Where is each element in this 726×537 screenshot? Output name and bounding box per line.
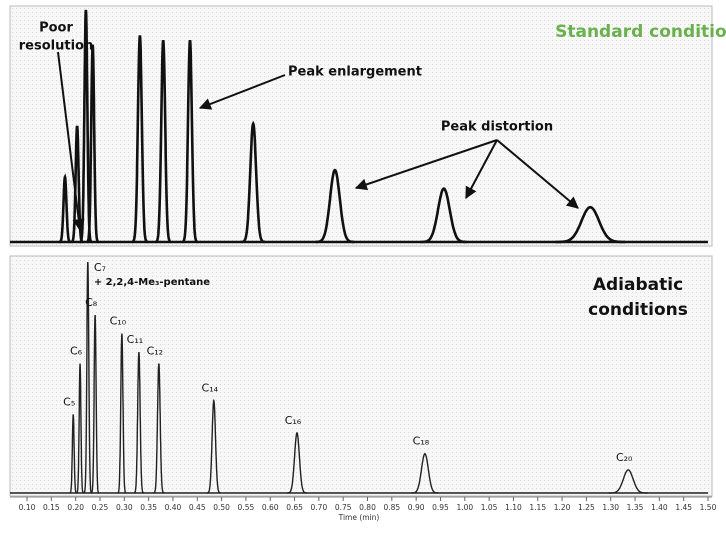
- x-tick-label: 0.20: [67, 503, 84, 512]
- annotation: Poor: [39, 21, 73, 36]
- panel-title: conditions: [588, 300, 688, 320]
- peak-label: C₁₈: [413, 435, 430, 448]
- annotation: Peak distortion: [441, 120, 553, 135]
- panel-title: Standard conditions: [555, 22, 726, 42]
- x-tick-label: 1.15: [529, 503, 546, 512]
- x-tick-label: 0.10: [19, 503, 36, 512]
- x-tick-label: 1.05: [481, 503, 498, 512]
- peak-label: C₇: [94, 261, 106, 274]
- x-tick-label: 1.25: [578, 503, 595, 512]
- peak: [131, 35, 149, 244]
- peak: [287, 431, 307, 494]
- peak: [69, 414, 78, 494]
- peak: [153, 363, 165, 494]
- panel-title: Adiabatic: [593, 275, 683, 295]
- annotation: Peak enlargement: [288, 65, 422, 80]
- x-tick-label: 0.75: [335, 503, 352, 512]
- peak: [133, 352, 145, 494]
- x-tick-label: 0.15: [43, 503, 60, 512]
- x-axis-label: Time (min): [338, 513, 380, 522]
- x-tick-label: 1.45: [675, 503, 692, 512]
- peak: [90, 315, 100, 494]
- peak: [86, 44, 100, 244]
- peak-label: C₂₀: [616, 451, 633, 464]
- peak: [241, 120, 266, 244]
- x-tick-label: 0.80: [359, 503, 376, 512]
- x-tick-label: 0.45: [189, 503, 206, 512]
- x-tick-label: 0.35: [140, 503, 157, 512]
- peak-label: C₁₂: [147, 345, 164, 358]
- peak: [315, 168, 355, 244]
- top-panel: [9, 5, 713, 247]
- peak-label: C₁₄: [202, 382, 219, 395]
- x-tick-label: 1.40: [651, 503, 668, 512]
- annotation: resolution: [19, 39, 93, 54]
- x-tick-label: 0.65: [286, 503, 303, 512]
- x-tick-label: 1.50: [700, 503, 717, 512]
- x-tick-label: 1.00: [456, 503, 473, 512]
- peak-label: + 2,2,4-Me₃-pentane: [94, 277, 210, 288]
- peak: [608, 469, 648, 494]
- peak: [420, 187, 468, 244]
- peak-label: C₁₀: [110, 315, 127, 328]
- peak-label: C₈: [85, 296, 98, 309]
- peak: [155, 39, 172, 244]
- x-tick-label: 0.50: [213, 503, 230, 512]
- standard-panel: Standard conditions Poor resolution Peak en…: [10, 9, 726, 244]
- peak: [83, 261, 93, 494]
- peak-label: C₁₆: [285, 414, 302, 427]
- x-tick-label: 1.30: [602, 503, 619, 512]
- peak: [117, 333, 127, 494]
- peak: [555, 205, 626, 244]
- x-tick-label: 0.25: [92, 503, 109, 512]
- x-tick-label: 0.70: [311, 503, 328, 512]
- x-tick-label: 1.35: [627, 503, 644, 512]
- peak: [58, 173, 72, 244]
- x-tick-label: 0.30: [116, 503, 133, 512]
- peak: [411, 452, 439, 494]
- peak-label: C₁₁: [127, 333, 144, 346]
- x-tick-label: 0.85: [383, 503, 400, 512]
- x-tick-label: 0.60: [262, 503, 279, 512]
- peak: [182, 39, 198, 244]
- arrows: [57, 51, 579, 232]
- x-tick-label: 0.90: [408, 503, 425, 512]
- x-tick-label: 0.55: [238, 503, 255, 512]
- x-tick-label: 0.40: [165, 503, 182, 512]
- peak: [206, 398, 221, 494]
- peak-label: C₅: [63, 395, 75, 408]
- bottom-panel: [9, 255, 713, 497]
- x-tick-label: 1.20: [554, 503, 571, 512]
- x-tick-label: 1.10: [505, 503, 522, 512]
- peak: [76, 363, 85, 494]
- x-tick-label: 0.95: [432, 503, 449, 512]
- peak-label: C₆: [70, 345, 83, 358]
